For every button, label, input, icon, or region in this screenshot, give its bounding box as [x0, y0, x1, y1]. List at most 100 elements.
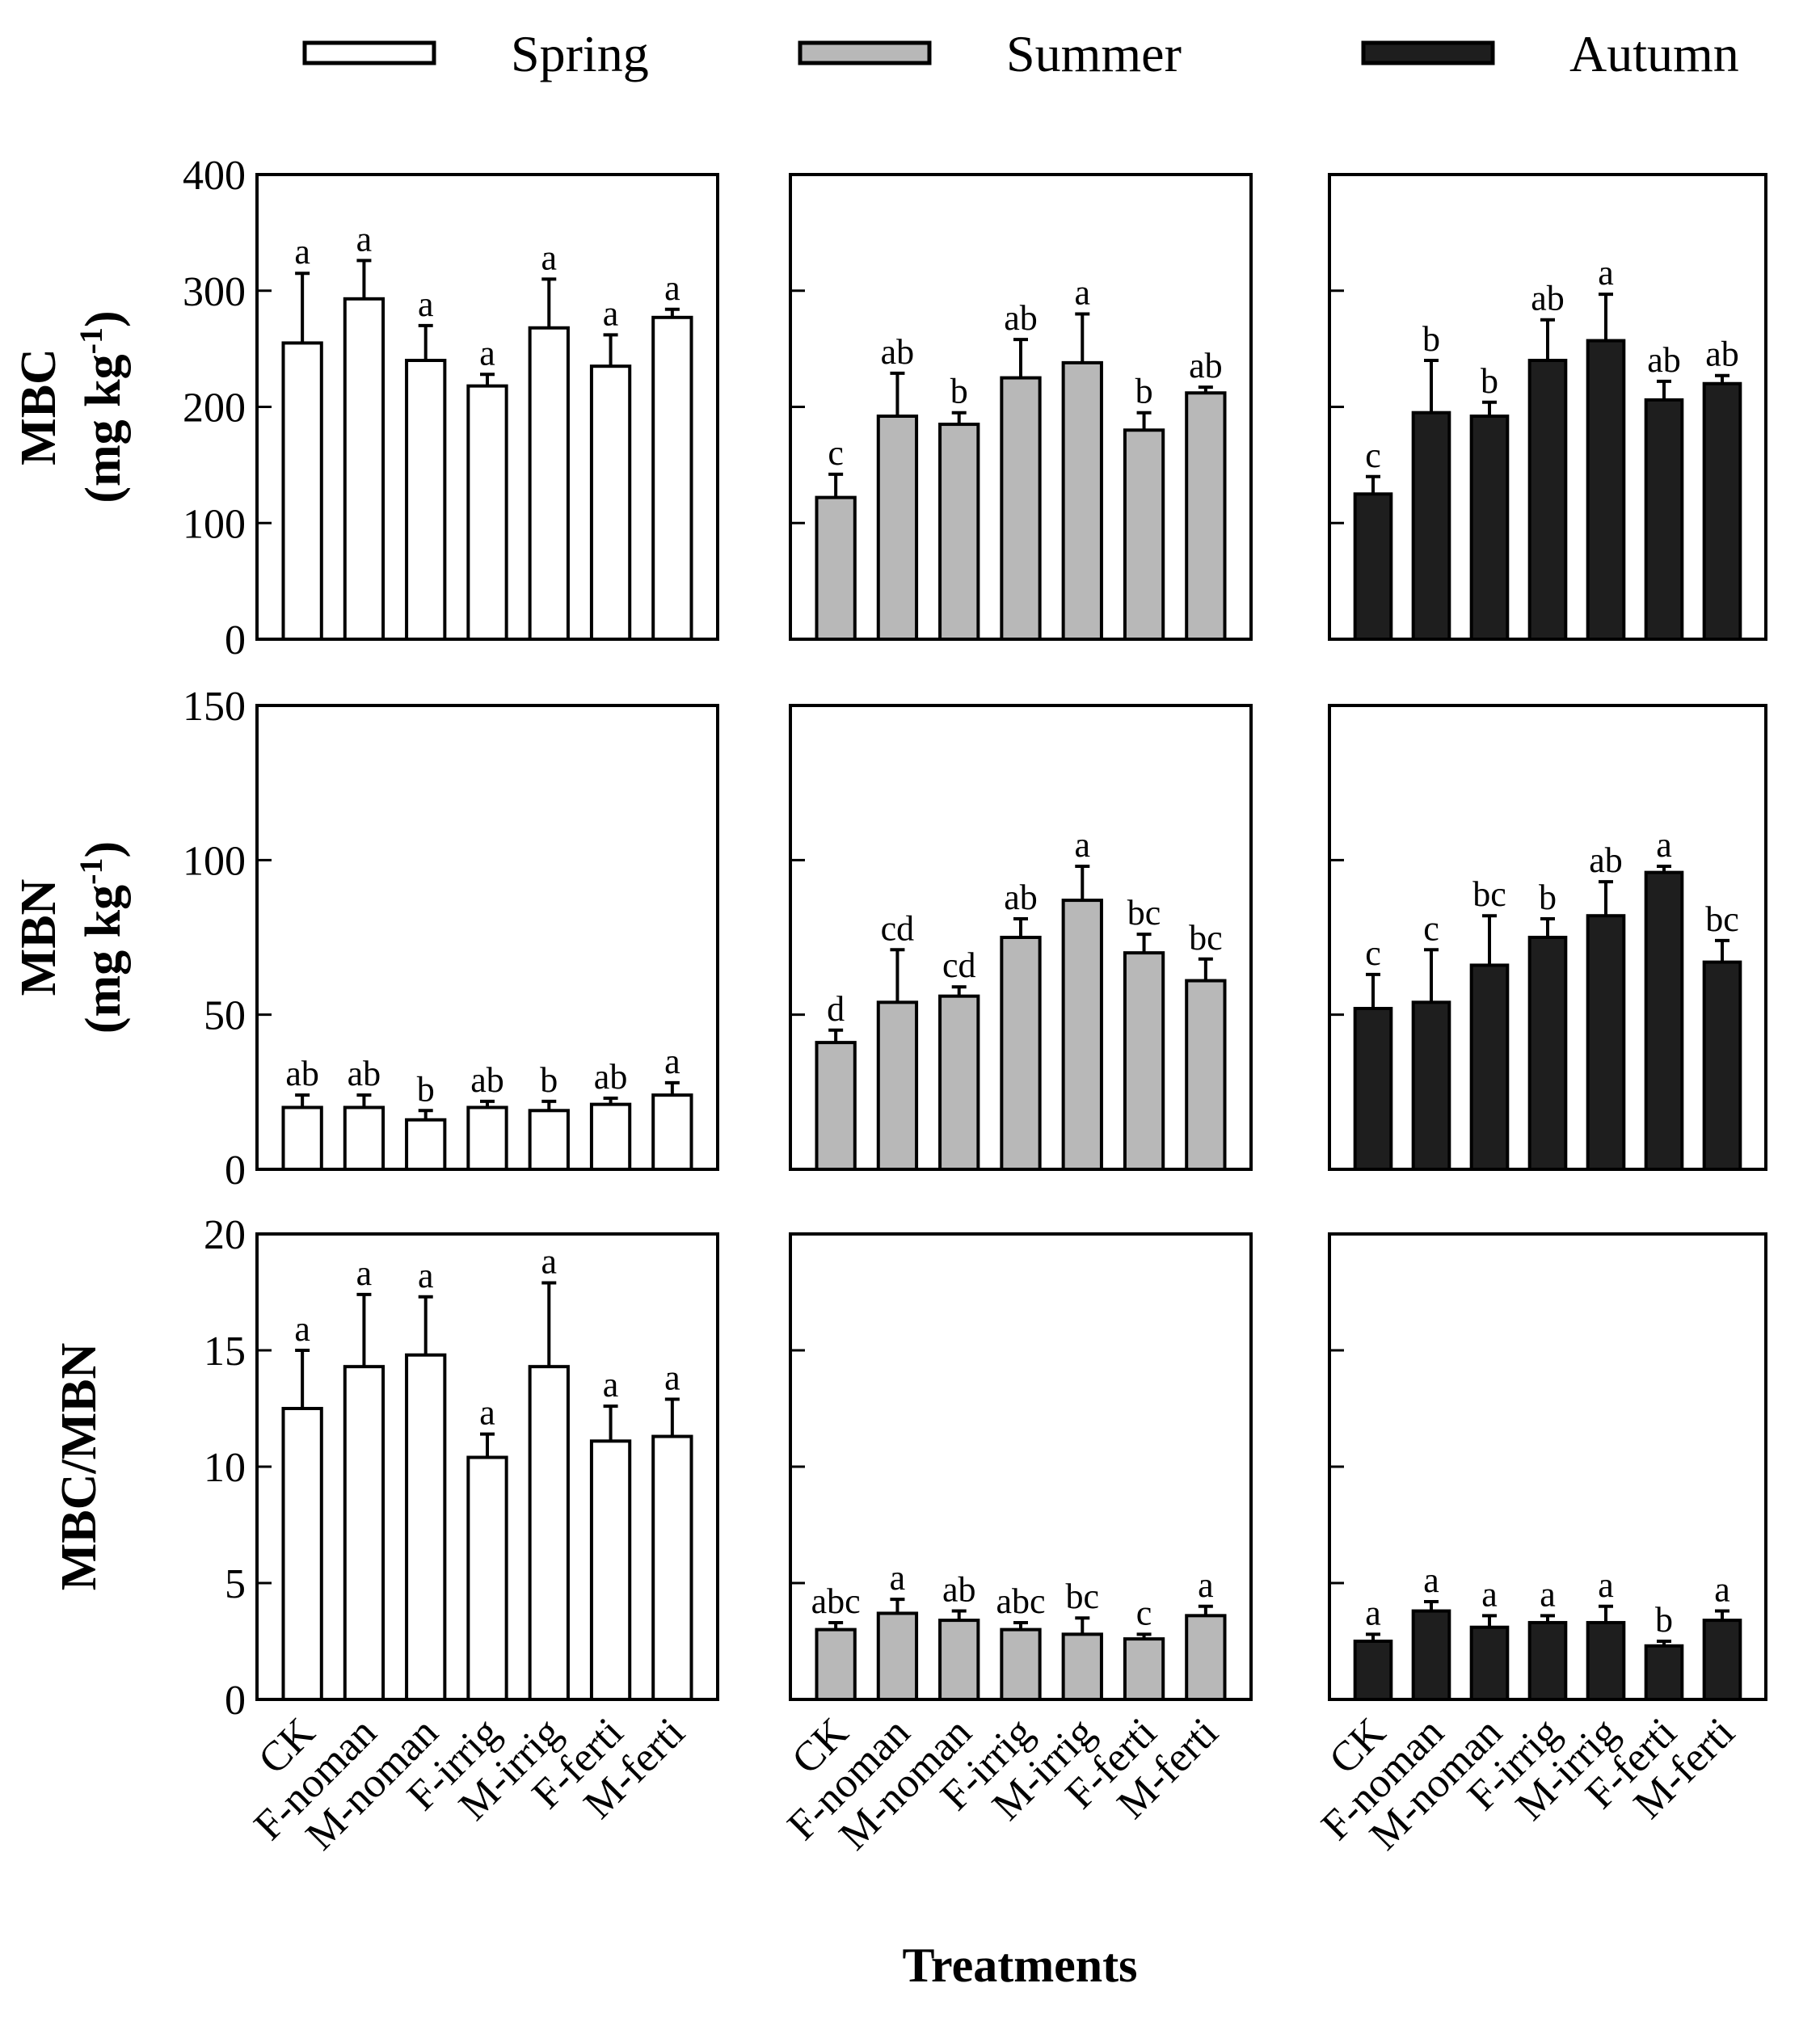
bar-ck: [815, 495, 857, 641]
significance-label-m-noman: ab: [942, 1570, 976, 1610]
bar-f-noman: [343, 297, 385, 641]
bar-f-noman: [343, 1105, 385, 1172]
bar-m-noman: [405, 1118, 447, 1171]
significance-label-f-ferti: b: [1655, 1600, 1673, 1640]
row-title-label-mbn: MBN: [11, 879, 66, 996]
significance-label-f-noman: cd: [881, 908, 915, 948]
bar-m-noman: [938, 423, 980, 641]
legend-swatch-summer: [798, 40, 932, 65]
significance-label-f-irrig: a: [479, 333, 495, 373]
y-tick-label: 0: [225, 617, 246, 663]
significance-label-m-ferti: ab: [1705, 335, 1739, 374]
bar-f-ferti: [1644, 1644, 1684, 1702]
bar-f-noman: [1411, 1609, 1451, 1702]
legend-label-summer: Summer: [1006, 25, 1182, 82]
significance-label-m-irrig: a: [541, 238, 558, 277]
bar-f-irrig: [466, 1455, 508, 1701]
significance-label-m-noman: b: [950, 372, 968, 411]
y-tick-label: 400: [183, 153, 246, 199]
significance-label-m-ferti: bc: [1189, 918, 1223, 958]
significance-label-m-noman: b: [1481, 361, 1498, 401]
bar-m-irrig: [1586, 1620, 1626, 1701]
bar-ck: [281, 1407, 323, 1701]
legend-swatch-spring: [302, 40, 436, 65]
bar-f-noman: [876, 415, 919, 641]
bar-m-noman: [405, 1353, 447, 1701]
legend-item-summer: Summer: [798, 25, 1182, 82]
significance-label-ck: c: [1365, 933, 1381, 973]
significance-label-f-noman: a: [356, 219, 373, 259]
significance-label-f-ferti: a: [603, 293, 619, 333]
significance-label-m-ferti: ab: [1189, 346, 1223, 385]
bar-m-ferti: [651, 315, 693, 641]
bar-m-ferti: [1185, 1614, 1227, 1701]
significance-label-f-ferti: ab: [594, 1057, 628, 1097]
x-axis-title: Treatments: [902, 1939, 1137, 1992]
significance-label-f-irrig: ab: [1004, 878, 1038, 917]
row-title-mbc: MBC (mg kg-1): [11, 310, 131, 503]
significance-label-ck: a: [294, 232, 310, 272]
legend-label-autumn: Autumn: [1569, 25, 1739, 82]
significance-label-f-irrig: ab: [1004, 298, 1038, 338]
significance-label-ck: d: [827, 989, 845, 1029]
significance-label-m-irrig: a: [1598, 253, 1614, 293]
bar-f-irrig: [466, 384, 508, 641]
row-title-mbn: MBN (mg kg-1): [11, 841, 131, 1034]
significance-label-ck: c: [1365, 436, 1381, 475]
bar-f-ferti: [589, 1439, 632, 1701]
significance-label-f-irrig: b: [1539, 878, 1557, 917]
bar-f-noman: [876, 1611, 919, 1701]
bar-m-irrig: [1061, 899, 1103, 1171]
legend-label-spring: Spring: [511, 25, 649, 82]
significance-label-m-irrig: a: [1598, 1565, 1614, 1605]
bar-f-irrig: [1527, 1620, 1568, 1701]
y-tick-label: 150: [183, 684, 246, 730]
significance-label-f-irrig: a: [479, 1393, 495, 1433]
bar-m-ferti: [1702, 960, 1742, 1171]
significance-label-m-ferti: a: [1198, 1565, 1214, 1605]
legend-item-autumn: Autumn: [1361, 25, 1739, 82]
bar-m-noman: [938, 1619, 980, 1701]
y-tick-label: 100: [183, 838, 246, 884]
significance-label-m-noman: b: [417, 1069, 435, 1109]
significance-label-m-irrig: b: [540, 1060, 558, 1100]
panel-mbc-spring: 0 100 200 300 400 a a a a a a a: [183, 153, 719, 663]
significance-label-m-ferti: a: [664, 1042, 680, 1081]
bar-ck: [815, 1041, 857, 1172]
row-title-label-mbc-mbn: MBC/MBN: [52, 1343, 107, 1591]
bar-ck: [1353, 1007, 1393, 1171]
row-title-label-mbc: MBC: [11, 348, 66, 465]
significance-label-m-irrig: a: [541, 1241, 558, 1281]
significance-label-m-noman: bc: [1472, 874, 1506, 914]
significance-label-f-ferti: a: [603, 1365, 619, 1404]
bar-m-noman: [1469, 1625, 1510, 1701]
bar-f-irrig: [1527, 359, 1568, 641]
y-tick-label: 100: [183, 501, 246, 547]
significance-label-m-irrig: bc: [1066, 1577, 1100, 1616]
significance-label-f-ferti: ab: [1647, 340, 1681, 380]
significance-label-m-irrig: ab: [1589, 840, 1623, 880]
panel-mbc-mbn-autumn: aa a a abaCKF-nomanM-nomanF-irrigM-irrigF-f…: [1312, 1232, 1767, 1859]
bar-f-noman: [1411, 1000, 1451, 1171]
significance-label-m-ferti: a: [1714, 1570, 1730, 1610]
bar-f-irrig: [1000, 376, 1042, 641]
bar-m-noman: [938, 994, 980, 1171]
significance-label-f-noman: a: [356, 1253, 373, 1293]
significance-label-f-noman: b: [1422, 319, 1440, 359]
significance-label-ck: a: [294, 1309, 310, 1349]
y-tick-label: 200: [183, 385, 246, 432]
bar-f-ferti: [1644, 398, 1684, 641]
bar-m-noman: [1469, 963, 1510, 1171]
significance-label-m-ferti: bc: [1705, 899, 1739, 939]
bar-f-noman: [343, 1365, 385, 1702]
bar-f-irrig: [1000, 1627, 1042, 1701]
y-tick-label: 300: [183, 269, 246, 315]
legend-swatch-autumn: [1361, 40, 1495, 65]
significance-label-m-ferti: a: [664, 268, 680, 308]
bar-f-irrig: [466, 1105, 508, 1172]
significance-label-f-noman: ab: [348, 1054, 381, 1093]
